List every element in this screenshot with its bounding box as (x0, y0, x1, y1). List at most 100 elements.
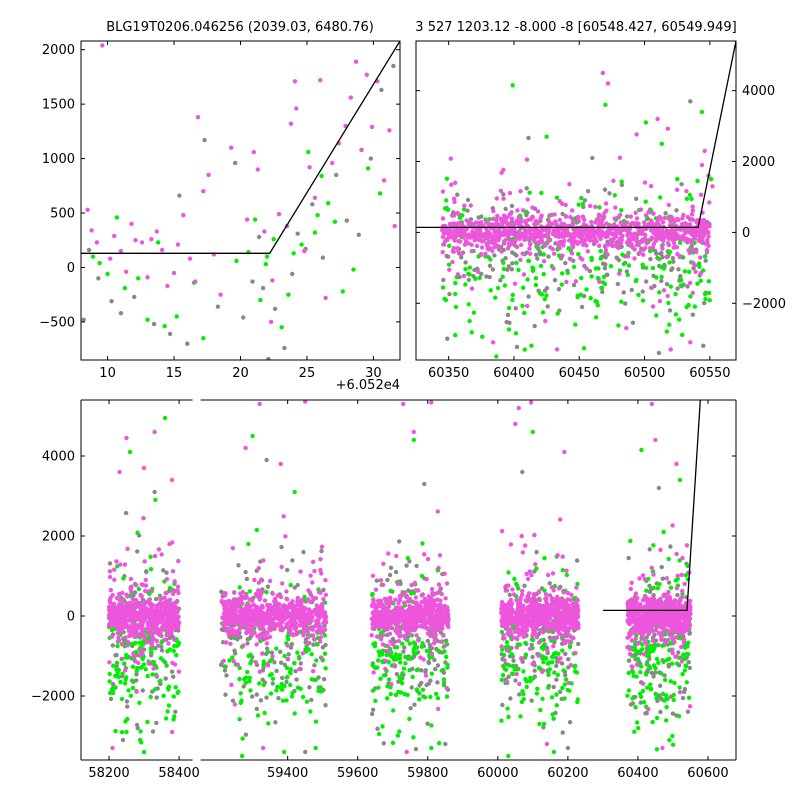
data-point-green (385, 684, 390, 689)
data-point-magenta (436, 706, 441, 712)
y-tick-label: −2000 (742, 297, 786, 312)
data-point-green (619, 179, 624, 184)
data-point-magenta (559, 233, 564, 239)
data-point-green (155, 240, 161, 245)
data-point-gray (447, 291, 452, 297)
data-point-magenta (247, 603, 252, 608)
data-point-magenta (597, 279, 602, 284)
data-point-gray (113, 653, 118, 658)
data-point-magenta (154, 611, 160, 616)
data-point-green (541, 252, 546, 257)
data-point-magenta (626, 236, 631, 242)
data-point-magenta (401, 600, 407, 605)
data-point-green (390, 740, 396, 746)
data-point-green (640, 298, 646, 303)
data-point-magenta (534, 234, 540, 239)
data-point-magenta (441, 633, 446, 638)
data-point-green (677, 317, 682, 322)
data-point-magenta (440, 250, 445, 255)
data-point-green (391, 708, 396, 713)
data-point-green (114, 667, 120, 672)
data-point-green (524, 679, 529, 684)
data-point-magenta (560, 554, 565, 559)
data-point-green (145, 719, 150, 725)
data-point-gray (663, 211, 668, 216)
data-point-magenta (154, 674, 160, 679)
data-point-magenta (521, 272, 527, 277)
data-point-magenta (241, 643, 246, 648)
data-point-gray (667, 308, 673, 313)
data-point-magenta (222, 607, 227, 612)
data-point-magenta (601, 216, 606, 221)
data-point-magenta (401, 609, 406, 614)
data-point-magenta (550, 571, 556, 576)
data-point-magenta (392, 619, 397, 625)
data-point-magenta (499, 644, 504, 649)
data-point-green (137, 700, 142, 705)
data-point-magenta (181, 213, 186, 218)
data-point-magenta (127, 610, 132, 615)
data-point-green (158, 678, 163, 683)
data-point-gray (530, 654, 535, 660)
data-point-green (314, 658, 319, 663)
data-point-green (388, 653, 394, 658)
data-point-magenta (258, 591, 264, 596)
data-point-green (109, 627, 115, 633)
data-point-magenta (634, 242, 640, 248)
data-point-gray (110, 643, 116, 648)
data-point-magenta (704, 250, 710, 255)
data-point-magenta (436, 582, 442, 587)
data-point-green (148, 650, 154, 655)
data-point-magenta (283, 615, 289, 620)
data-point-magenta (126, 606, 131, 611)
data-point-magenta (437, 588, 443, 593)
data-point-gray (587, 268, 593, 274)
data-point-green (376, 731, 382, 737)
data-point-green (261, 682, 266, 688)
data-point-gray (505, 312, 511, 318)
data-point-gray (566, 657, 571, 662)
data-point-green (575, 581, 580, 587)
data-point-magenta (159, 247, 165, 253)
data-point-magenta (554, 222, 559, 227)
data-point-green (540, 310, 546, 315)
data-point-green (408, 656, 413, 661)
data-point-magenta (322, 627, 328, 632)
data-point-gray (256, 234, 262, 240)
data-point-green (115, 643, 120, 649)
data-point-green (107, 679, 112, 684)
data-point-green (420, 687, 426, 692)
data-point-green (520, 303, 525, 308)
data-point-magenta (302, 248, 307, 254)
data-point-gray (535, 256, 540, 261)
data-point-green (598, 248, 603, 254)
data-point-gray (244, 576, 250, 582)
data-point-magenta (540, 669, 545, 674)
data-point-green (148, 554, 153, 559)
data-point-magenta (372, 621, 377, 626)
data-point-magenta (318, 567, 323, 573)
data-point-gray (585, 189, 591, 194)
data-point-green (254, 527, 260, 533)
data-point-magenta (546, 238, 551, 243)
data-point-green (299, 242, 304, 247)
data-point-gray (524, 212, 529, 218)
data-point-magenta (290, 606, 295, 611)
data-point-magenta (609, 242, 614, 248)
data-point-green (201, 336, 206, 341)
data-point-green (576, 252, 581, 257)
data-point-magenta (254, 615, 260, 621)
data-point-gray (506, 264, 511, 269)
data-point-magenta (704, 229, 709, 235)
data-point-magenta (504, 215, 510, 220)
data-point-green (284, 698, 289, 703)
data-point-gray (134, 672, 139, 677)
data-point-magenta (504, 648, 510, 653)
data-point-magenta (528, 217, 534, 222)
data-point-magenta (173, 622, 178, 627)
data-point-magenta (297, 616, 302, 621)
data-point-magenta (403, 636, 408, 641)
data-point-gray (276, 696, 281, 701)
data-point-gray (245, 641, 250, 646)
data-point-green (444, 694, 450, 699)
